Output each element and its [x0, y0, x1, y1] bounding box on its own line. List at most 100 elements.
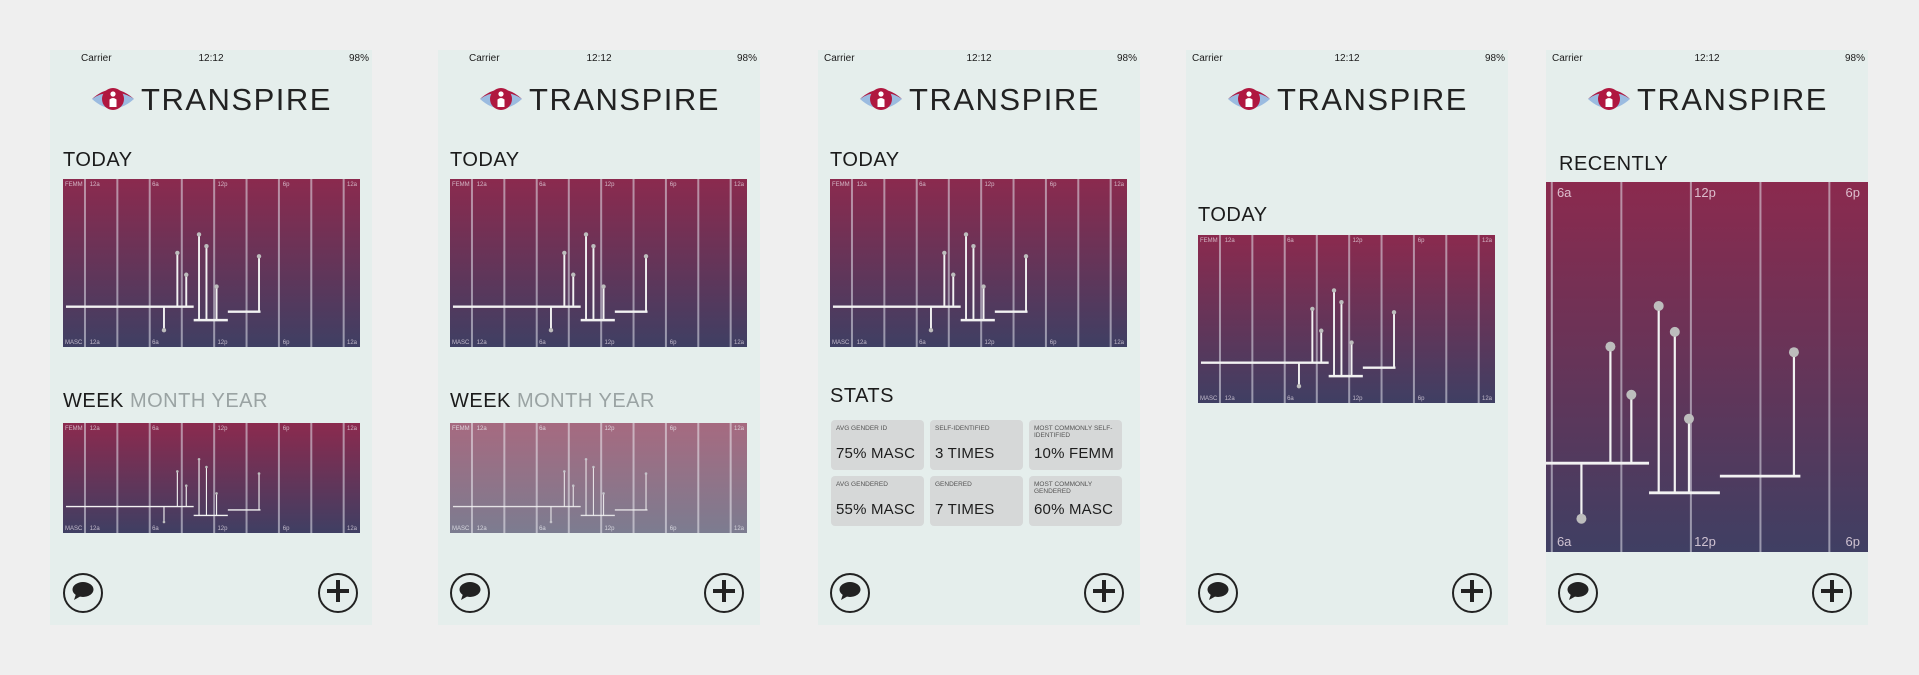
masc-label: MASC: [65, 340, 83, 346]
tick-label-top: 12a: [90, 182, 101, 188]
femm-label: FEMM: [65, 426, 83, 432]
entry-point: [602, 492, 605, 495]
tick-label-top: 12p: [604, 182, 615, 188]
carrier-label: Carrier: [1192, 53, 1223, 64]
plus-horizontal: [1461, 588, 1483, 593]
tick-label-top: 6a: [1287, 238, 1294, 244]
entry-point: [175, 250, 180, 256]
app-logo: TRANSPIRE: [1546, 80, 1868, 118]
tab-week[interactable]: WEEK: [450, 390, 511, 412]
tick-label-bottom: 12p: [604, 340, 615, 346]
tick-label-top: 12a: [477, 426, 488, 432]
plus-horizontal: [713, 588, 735, 593]
app-logo: TRANSPIRE: [1186, 80, 1508, 118]
tick-label-bottom: 12a: [477, 340, 488, 346]
tab-month[interactable]: MONTH: [129, 390, 206, 412]
today-chart: FEMM MASC 12a 12a 6a 6a 12p 12p 6p 6p 12a 12a: [63, 179, 360, 347]
entry-point: [1683, 413, 1694, 424]
eye-person-icon: [478, 82, 524, 116]
comment-button[interactable]: [1198, 573, 1238, 613]
tick-label-bottom: 12a: [347, 526, 358, 532]
stat-value: 55% MASC: [836, 501, 916, 518]
person-head: [1246, 91, 1252, 97]
speech-bubble-icon: [1566, 581, 1590, 606]
tick-label-top: 6a: [152, 426, 159, 432]
tick-label-bottom: 12a: [1225, 396, 1236, 402]
clock: 12:12: [586, 53, 612, 64]
carrier-label: Carrier: [1552, 53, 1583, 64]
plus-horizontal: [327, 588, 349, 593]
entry-point: [928, 328, 934, 333]
today-heading: TODAY: [1198, 204, 1268, 226]
femm-label: FEMM: [832, 182, 850, 188]
add-button[interactable]: [318, 573, 358, 613]
add-button[interactable]: [1452, 573, 1492, 613]
tick-label-top: 12p: [984, 182, 995, 188]
entry-point: [981, 284, 986, 289]
bubble-tail: [74, 593, 81, 600]
entry-point: [1296, 384, 1302, 389]
tick-label-bottom: 6p: [1845, 534, 1859, 549]
entry-point: [1349, 340, 1354, 345]
plus-icon: [1460, 579, 1484, 608]
tick-label-bottom: 12a: [347, 340, 358, 346]
tick-label-bottom: 12a: [90, 340, 101, 346]
comment-button[interactable]: [830, 573, 870, 613]
stat-card-most-self-identified: MOST COMMONLY SELF-IDENTIFIED 10% FEMM: [1029, 420, 1122, 470]
stat-label: MOST COMMONLY SELF-IDENTIFIED: [1034, 425, 1113, 440]
entry-point: [1669, 326, 1680, 337]
stat-value: 10% FEMM: [1034, 445, 1114, 462]
entry-point: [184, 272, 189, 277]
person-body: [1245, 98, 1253, 107]
phone-screen-3: Carrier 12:12 98% TRANSPIRE TODAY FEMM MA…: [818, 50, 1140, 625]
tab-week[interactable]: WEEK: [63, 390, 124, 412]
tick-label-bottom: 12a: [1482, 396, 1493, 402]
battery-level: 98%: [736, 53, 757, 64]
bubble-tail: [1209, 593, 1216, 600]
entry-point: [1605, 341, 1616, 352]
tick-label-top: 6p: [283, 182, 290, 188]
tick-label-top: 6a: [919, 182, 926, 188]
stat-value: 75% MASC: [836, 445, 916, 462]
person-head: [110, 91, 116, 97]
comment-button[interactable]: [450, 573, 490, 613]
masc-label: MASC: [65, 526, 83, 532]
entry-point: [1023, 254, 1029, 259]
entry-point: [571, 484, 575, 487]
tick-label-bottom: 6p: [1418, 396, 1425, 402]
tick-label-top: 12p: [1694, 185, 1716, 200]
tab-year[interactable]: YEAR: [211, 390, 268, 412]
tick-label-bottom: 6a: [539, 526, 546, 532]
add-button[interactable]: [704, 573, 744, 613]
period-tabs: WEEK MONTH YEAR: [63, 391, 268, 411]
entry-point: [184, 484, 188, 487]
period-tabs: WEEK MONTH YEAR: [450, 391, 655, 411]
tick-label-top: 6p: [283, 426, 290, 432]
today-chart: FEMM MASC 12a 12a 6a 6a 12p 12p 6p 6p 12a 12a: [830, 179, 1127, 347]
entry-point: [1626, 389, 1637, 400]
app-logo: TRANSPIRE: [50, 80, 372, 118]
tick-label-top: 12p: [1352, 238, 1363, 244]
app-logo: TRANSPIRE: [818, 80, 1140, 118]
entry-point: [214, 284, 219, 289]
tick-label-bottom: 6a: [152, 340, 159, 346]
comment-button[interactable]: [1558, 573, 1598, 613]
tick-label-top: 6p: [670, 426, 677, 432]
masc-label: MASC: [452, 526, 470, 532]
entry-point: [1310, 306, 1315, 312]
add-button[interactable]: [1084, 573, 1124, 613]
entry-point: [951, 272, 956, 277]
tab-year[interactable]: YEAR: [598, 390, 655, 412]
add-button[interactable]: [1812, 573, 1852, 613]
brand-name: TRANSPIRE: [909, 81, 1100, 117]
battery-level: 98%: [1844, 53, 1865, 64]
tab-month[interactable]: MONTH: [516, 390, 593, 412]
comment-button[interactable]: [63, 573, 103, 613]
status-bar: Carrier 12:12 98%: [1546, 53, 1868, 67]
chart-background: [63, 423, 360, 533]
tick-label-top: 12a: [1482, 238, 1493, 244]
eye-lid: [480, 89, 523, 99]
entry-point: [548, 328, 554, 333]
today-chart: FEMM MASC 12a 12a 6a 6a 12p 12p 6p 6p 12a 12a: [1198, 235, 1495, 403]
today-heading: TODAY: [450, 149, 520, 171]
